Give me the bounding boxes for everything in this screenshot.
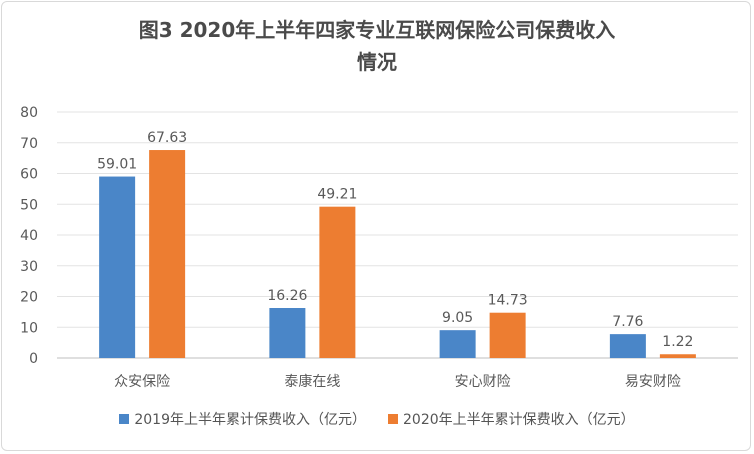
legend-swatch-2020 <box>388 414 398 424</box>
data-label: 9.05 <box>442 310 473 326</box>
x-category-label: 泰康在线 <box>284 373 340 390</box>
legend-label-2019: 2019年上半年累计保费收入（亿元） <box>134 412 366 428</box>
legend: 2019年上半年累计保费收入（亿元） 2020年上半年累计保费收入（亿元） <box>0 409 754 429</box>
legend-item-2020: 2020年上半年累计保费收入（亿元） <box>388 409 635 429</box>
bar <box>439 330 476 358</box>
y-tick-label: 60 <box>20 167 38 183</box>
data-label: 67.63 <box>147 130 187 146</box>
y-tick-label: 40 <box>20 228 38 244</box>
data-label: 7.76 <box>612 314 643 330</box>
data-label: 59.01 <box>97 157 137 173</box>
x-category-label: 安心财险 <box>455 374 511 390</box>
chart-title-line1: 图3 2020年上半年四家专业互联网保险公司保费收入 <box>138 18 616 42</box>
bar <box>489 312 526 358</box>
y-tick-label: 30 <box>20 259 38 275</box>
bar <box>99 176 136 358</box>
x-category-label: 易安财险 <box>625 374 681 390</box>
legend-item-2019: 2019年上半年累计保费收入（亿元） <box>119 409 366 429</box>
bar <box>609 334 646 358</box>
bar <box>269 308 306 358</box>
y-tick-label: 20 <box>20 290 38 306</box>
data-label: 49.21 <box>317 187 357 203</box>
bar <box>149 150 186 358</box>
x-category-label: 众安保险 <box>114 374 170 390</box>
data-label: 1.22 <box>662 334 693 350</box>
y-tick-label: 70 <box>20 136 38 152</box>
y-tick-label: 80 <box>20 105 38 121</box>
legend-label-2020: 2020年上半年累计保费收入（亿元） <box>403 412 635 428</box>
data-label: 16.26 <box>267 288 307 304</box>
data-label: 14.73 <box>488 293 528 309</box>
y-tick-label: 0 <box>29 351 38 367</box>
y-tick-label: 10 <box>20 320 38 336</box>
legend-swatch-2019 <box>119 414 130 424</box>
chart-title-line2: 情况 <box>357 50 397 74</box>
bar <box>319 206 356 358</box>
bar <box>659 354 696 358</box>
y-tick-label: 50 <box>20 197 38 213</box>
